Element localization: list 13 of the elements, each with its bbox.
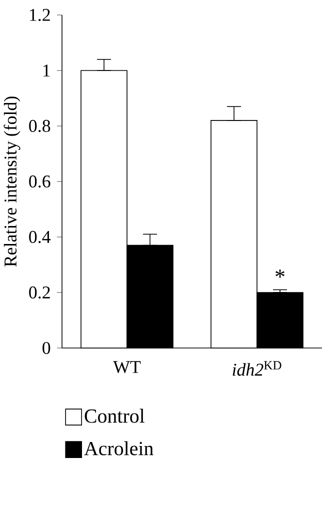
y-tick-label: 0.2 [29, 286, 50, 299]
legend-label: Acrolein [84, 441, 154, 456]
y-tick-label: 0.6 [29, 175, 50, 188]
y-tick-label: 1.2 [30, 8, 50, 22]
x-tick-label: WT [113, 361, 141, 374]
x-tick-label: idh2$^{KD}$ [232, 361, 282, 376]
legend-label: Control [84, 408, 144, 423]
annotation: * [276, 270, 284, 278]
y-tick-label: 1 [43, 64, 50, 76]
y-tick-label: 0 [42, 342, 50, 354]
y-tick-label: 0.8 [29, 120, 50, 132]
y-axis-title: Relative intensity (fold) [4, 96, 20, 267]
y-tick-label: 0.4 [29, 230, 51, 244]
